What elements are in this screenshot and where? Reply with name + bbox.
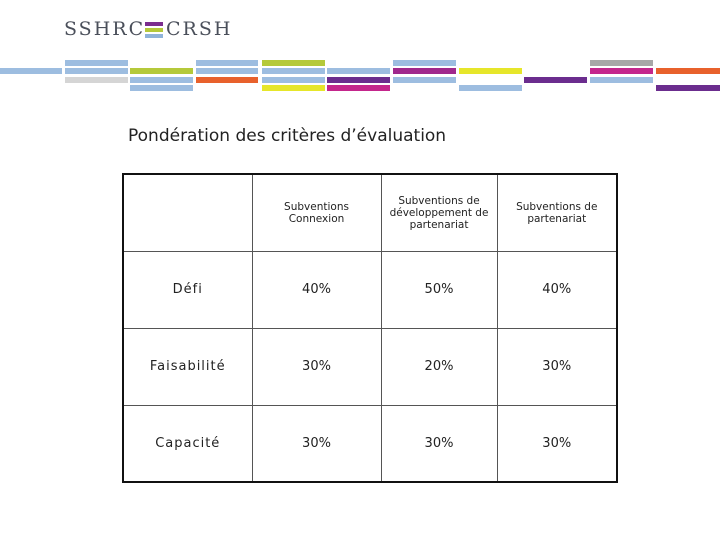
- cell: 30%: [251, 404, 382, 483]
- table-row: Défi 40% 50% 40%: [122, 250, 618, 329]
- cell: 30%: [251, 327, 382, 406]
- logo-right: CRSH: [166, 18, 233, 40]
- cell: 30%: [496, 404, 618, 483]
- cell: 40%: [251, 250, 382, 329]
- logo-mark: [145, 22, 163, 38]
- row-label: Défi: [122, 250, 253, 329]
- slide-title: Pondération des critères d’évaluation: [128, 126, 447, 146]
- cell: 40%: [496, 250, 618, 329]
- cell: 30%: [496, 327, 618, 406]
- column-header: Subventions de partenariat: [496, 173, 618, 252]
- table-row: Faisabilité 30% 20% 30%: [122, 327, 618, 406]
- column-header: Subventions Connexion: [251, 173, 382, 252]
- cell: 30%: [380, 404, 498, 483]
- logo-left: SSHRC: [64, 18, 146, 40]
- table-row: Capacité 30% 30% 30%: [122, 404, 618, 483]
- column-header: Subventions de développement de partenar…: [380, 173, 498, 252]
- corner-cell: [122, 173, 253, 252]
- weights-table: Subventions Connexion Subventions de dév…: [122, 173, 618, 483]
- cell: 50%: [380, 250, 498, 329]
- header-row: Subventions Connexion Subventions de dév…: [122, 173, 618, 252]
- row-label: Capacité: [122, 404, 253, 483]
- cell: 20%: [380, 327, 498, 406]
- row-label: Faisabilité: [122, 327, 253, 406]
